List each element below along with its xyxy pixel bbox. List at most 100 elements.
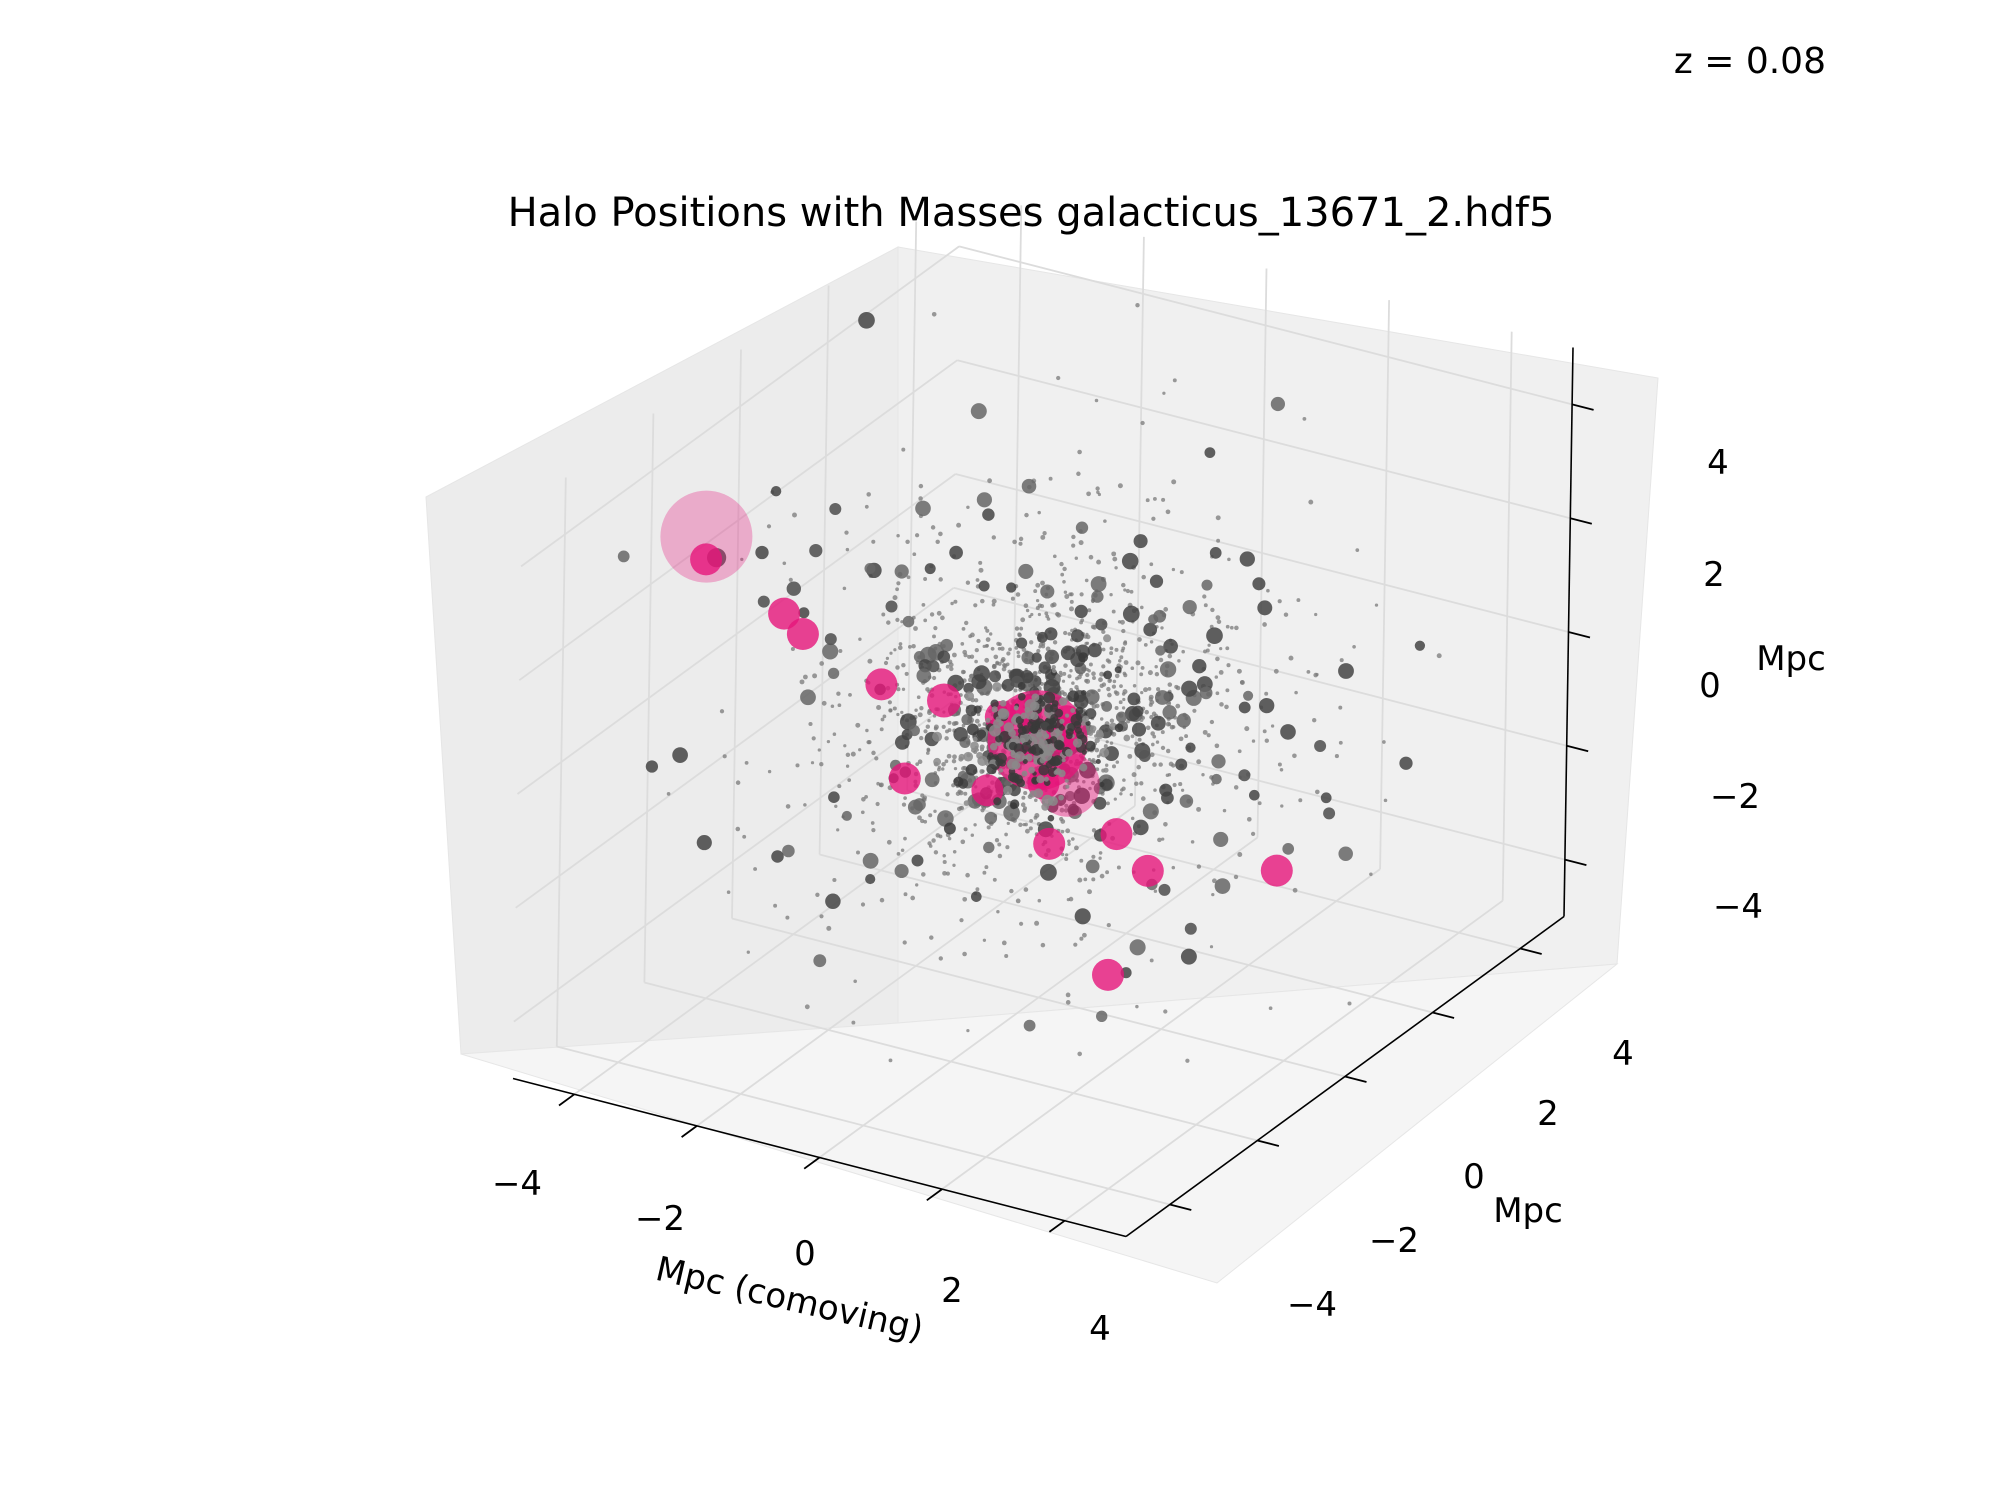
halo-point [1133, 534, 1148, 549]
halo-point [881, 612, 886, 617]
halo-point [1021, 795, 1026, 800]
halo-point [803, 674, 808, 680]
halo-point [1248, 789, 1260, 801]
halo-point [1225, 688, 1230, 693]
halo-point [1243, 690, 1254, 701]
halo-point [1107, 692, 1112, 698]
halo-point [1135, 1004, 1139, 1009]
halo-point [1154, 690, 1170, 705]
massive-halo-point [1131, 854, 1164, 887]
halo-point [1190, 840, 1195, 844]
halo-point [965, 872, 970, 878]
z-tick-label: −4 [1713, 887, 1763, 927]
halo-point [928, 813, 933, 818]
halo-point [1237, 749, 1242, 754]
halo-point [1369, 872, 1373, 877]
y-tick-label: −2 [1369, 1221, 1419, 1261]
massive-halo-point [690, 543, 723, 576]
halo-point [1000, 646, 1005, 651]
halo-point [1106, 801, 1110, 806]
halo-point [938, 531, 943, 537]
halo-point [837, 703, 842, 708]
halo-point [893, 648, 897, 652]
halo-point [990, 699, 999, 708]
halo-point [882, 714, 887, 719]
halo-point [1069, 669, 1073, 673]
halo-point [1140, 665, 1145, 670]
halo-point [952, 863, 956, 867]
halo-point [914, 708, 918, 712]
halo-point [925, 687, 930, 692]
halo-point [1016, 754, 1021, 759]
halo-point [1160, 626, 1164, 630]
halo-point [965, 580, 971, 585]
halo-point [1065, 749, 1073, 757]
halo-point [1181, 649, 1185, 654]
halo-point [1088, 786, 1092, 791]
halo-point [785, 804, 791, 809]
halo-point [1028, 853, 1033, 858]
halo-point [1030, 612, 1034, 617]
halo-point [1006, 651, 1011, 656]
halo-point [824, 633, 837, 646]
halo-point [961, 766, 966, 771]
halo-point [1141, 574, 1146, 580]
halo-point [860, 810, 865, 815]
halo-point [1070, 708, 1076, 713]
halo-point [1315, 789, 1320, 795]
massive-halo-point [1100, 818, 1133, 851]
halo-point [1033, 815, 1038, 820]
halo-point [1111, 764, 1117, 769]
halo-point [1262, 622, 1267, 627]
halo-point [1040, 584, 1055, 599]
halo-point [1058, 670, 1063, 675]
halo-point [1050, 603, 1055, 608]
halo-point [952, 754, 957, 760]
z-tick-label: 4 [1707, 443, 1729, 483]
halo-point [1086, 491, 1091, 497]
halo-point [726, 890, 731, 894]
halo-point [1209, 945, 1214, 949]
halo-point [941, 724, 946, 730]
grid-line [731, 917, 1346, 1078]
halo-point [1020, 712, 1028, 720]
halo-point [1087, 757, 1092, 762]
halo-point [985, 628, 990, 633]
halo-point [992, 877, 997, 882]
halo-point [1059, 807, 1065, 813]
halo-point [885, 600, 898, 613]
halo-point [923, 618, 928, 623]
halo-point [1123, 734, 1131, 742]
halo-point [1306, 670, 1311, 674]
halo-point [1151, 516, 1156, 521]
halo-point [900, 710, 904, 715]
halo-point [1067, 674, 1072, 679]
pane-floor [460, 963, 1619, 1284]
halo-point [1039, 863, 1057, 881]
halo-point [1201, 773, 1205, 777]
halo-point [1091, 877, 1096, 882]
halo-point [1038, 642, 1044, 647]
halo-point [996, 909, 1000, 914]
z-tick-mark [1570, 517, 1593, 525]
halo-point [1120, 619, 1125, 625]
halo-point [1085, 634, 1091, 640]
z-tick-label: −2 [1710, 777, 1760, 817]
halo-point [973, 603, 978, 608]
halo-point [871, 539, 876, 544]
halo-point [1174, 684, 1179, 689]
halo-point [1034, 798, 1038, 803]
halo-point [1053, 739, 1064, 750]
halo-point [1109, 718, 1115, 723]
halo-point [828, 791, 840, 803]
halo-point [1215, 615, 1221, 620]
halo-point [1211, 754, 1226, 769]
halo-point [1084, 578, 1089, 583]
halo-point [1229, 625, 1234, 630]
halo-point [935, 539, 940, 545]
halo-point [1000, 658, 1005, 664]
halo-point [1009, 888, 1014, 894]
y-axis-label: Mpc [1493, 1191, 1563, 1231]
halo-point [1152, 762, 1157, 767]
halo-point [968, 634, 973, 639]
